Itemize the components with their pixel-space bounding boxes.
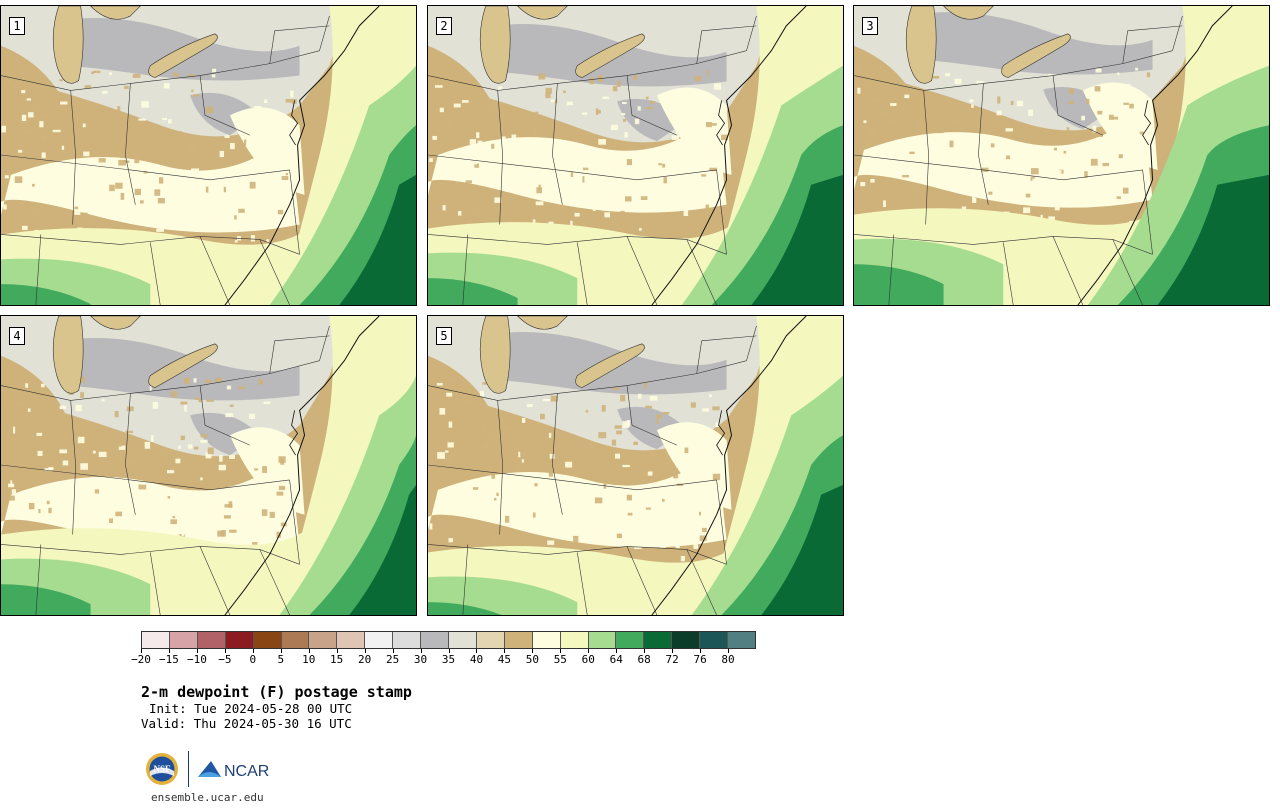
colorbar-tick-label: 40 [469,653,484,666]
init-time: Init: Tue 2024-05-28 00 UTC [149,701,353,716]
map-panel-3: 3 [853,5,1270,306]
colorbar-tick-label: 15 [330,653,344,666]
colorbar-tick [392,649,394,653]
colorbar-swatch [448,632,477,648]
colorbar-swatch [197,632,226,648]
colorbar-swatch [393,632,422,648]
colorbar-swatch [253,632,282,648]
panel-number-2: 2 [436,17,452,35]
colorbar-tick-label: 64 [609,653,623,666]
valid-time: Valid: Thu 2024-05-30 16 UTC [141,716,352,731]
logo-group: NSF NCAR [145,749,275,789]
colorbar-tick [560,649,562,653]
colorbar-tick [196,649,198,653]
dewpoint-map-1 [1,6,416,305]
colorbar-swatch [365,632,394,648]
colorbar-tick [420,649,422,653]
colorbar-swatch [588,632,617,648]
colorbar-tick [252,649,254,653]
dewpoint-colorbar [141,631,756,649]
colorbar-swatch [644,632,673,648]
colorbar-swatch [616,632,645,648]
colorbar-swatch [728,632,755,648]
map-panel-4: 4 [0,315,417,616]
nsf-logo: NSF [146,753,178,785]
site-url: ensemble.ucar.edu [151,791,264,804]
colorbar-tick-label: 72 [665,653,679,666]
colorbar-tick [672,649,674,653]
colorbar-tick-label: 25 [385,653,400,666]
panel-number-3: 3 [862,17,878,35]
colorbar-swatch [476,632,505,648]
colorbar-tick [532,649,534,653]
dewpoint-map-3 [854,6,1269,305]
colorbar-tick-label: −15 [159,653,179,666]
colorbar-tick [476,649,478,653]
colorbar-tick-label: 68 [637,653,651,666]
colorbar-tick-label: 20 [358,653,372,666]
colorbar-tick-label: 10 [302,653,316,666]
colorbar-tick [364,649,366,653]
colorbar-tick [448,649,450,653]
colorbar-swatch [560,632,589,648]
colorbar-tick [336,649,338,653]
colorbar-tick-label: 5 [277,653,285,666]
colorbar-tick-label: 50 [525,653,539,666]
panel-number-4: 4 [9,327,25,345]
colorbar-swatch [225,632,254,648]
colorbar-tick-label: −5 [218,653,232,666]
ncar-logo: NCAR [198,761,269,780]
dewpoint-map-5 [428,316,843,615]
colorbar-tick [728,649,730,653]
colorbar-tick-label: −20 [131,653,151,666]
dewpoint-map-4 [1,316,416,615]
colorbar-tick-label: 76 [693,653,707,666]
svg-text:NSF: NSF [153,764,171,774]
colorbar-tick-label: 60 [581,653,595,666]
colorbar-swatch [421,632,449,648]
svg-text:NCAR: NCAR [224,763,269,780]
colorbar-tick [616,649,618,653]
colorbar-tick [280,649,282,653]
colorbar-tick [224,649,226,653]
colorbar-tick-label: 0 [249,653,257,666]
colorbar-tick-label: −10 [186,653,207,666]
colorbar-swatch [309,632,338,648]
page-title: 2-m dewpoint (F) postage stamp [141,683,412,701]
colorbar-tick [504,649,506,653]
colorbar-tick-label: 80 [721,653,735,666]
colorbar-swatch [281,632,310,648]
colorbar-tick [308,649,310,653]
colorbar-swatch [672,632,701,648]
dewpoint-map-2 [428,6,843,305]
colorbar-tick [588,649,590,653]
colorbar-tick-labels: −20 −15 −10 −5 0 5 10 15 20 25 30 35 40 45 50 55 60 64 68 7… [131,649,756,669]
colorbar-swatch [337,632,366,648]
panel-number-1: 1 [9,17,25,35]
panel-number-5: 5 [436,327,452,345]
colorbar-swatch [504,632,533,648]
colorbar-tick-label: 30 [413,653,428,666]
colorbar-tick [168,649,170,653]
colorbar-tick [644,649,646,653]
logo-divider [188,751,189,787]
colorbar-swatch [532,632,561,648]
colorbar-tick-label: 45 [497,653,512,666]
colorbar-swatch [142,632,170,648]
map-panel-5: 5 [427,315,844,616]
colorbar-swatch [169,632,198,648]
colorbar-swatch [700,632,729,648]
colorbar-tick-label: 55 [553,653,567,666]
map-panel-2: 2 [427,5,844,306]
colorbar-tick [141,649,142,653]
colorbar-tick-label: 35 [441,653,456,666]
colorbar-tick [700,649,702,653]
map-panel-1: 1 [0,5,417,306]
